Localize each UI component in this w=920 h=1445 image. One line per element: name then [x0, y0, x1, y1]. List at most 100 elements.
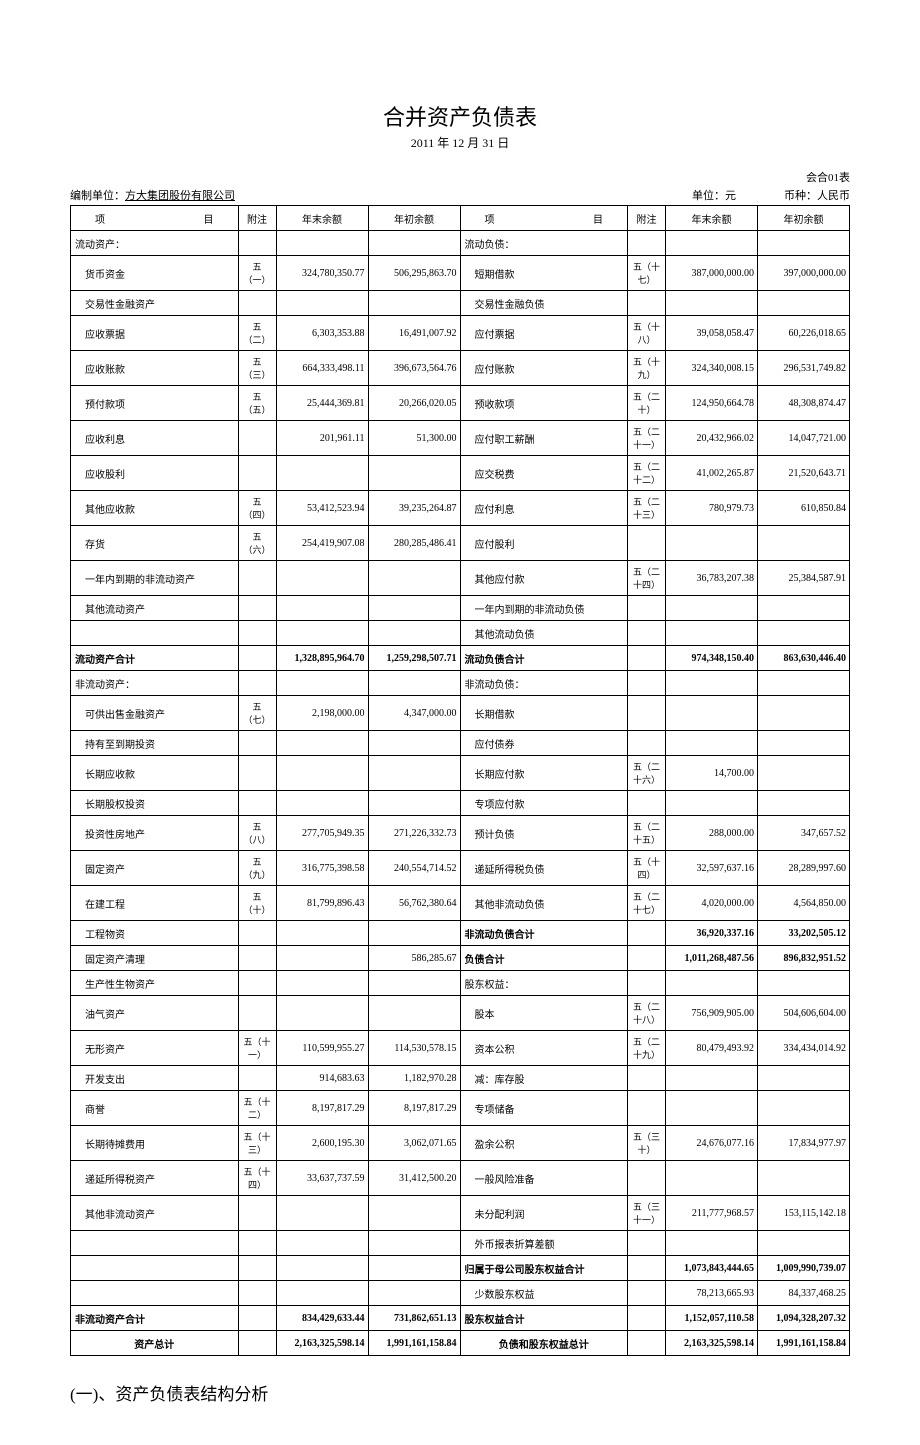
meta-block: 会合01表 编制单位：方大集团股份有限公司 单位：元 币种：人民币: [70, 169, 850, 203]
item-cell: 应收利息: [71, 421, 239, 456]
note-cell: [628, 526, 666, 561]
item-cell: [71, 1231, 239, 1256]
beg-cell: [758, 731, 850, 756]
table-row: 长期应收款长期应付款五（二十六）14,700.00: [71, 756, 850, 791]
note-cell: [238, 971, 276, 996]
beg-cell: [368, 291, 460, 316]
end-cell: [666, 1066, 758, 1091]
prepared-by: 编制单位：方大集团股份有限公司: [70, 187, 235, 203]
item-cell: 长期应付款: [460, 756, 628, 791]
balance-sheet-table: 项 目 附注 年末余额 年初余额 项 目 附注 年末余额 年初余额 流动资产：流…: [70, 205, 850, 1356]
end-cell: 914,683.63: [276, 1066, 368, 1091]
beg-cell: [368, 231, 460, 256]
item-cell: 长期应收款: [71, 756, 239, 791]
end-cell: 36,783,207.38: [666, 561, 758, 596]
end-cell: 974,348,150.40: [666, 646, 758, 671]
beg-cell: [368, 621, 460, 646]
note-cell: [238, 1196, 276, 1231]
beg-cell: 21,520,643.71: [758, 456, 850, 491]
end-cell: 316,775,398.58: [276, 851, 368, 886]
end-cell: [666, 526, 758, 561]
table-row: 应收票据五（二）6,303,353.8816,491,007.92应付票据五（十…: [71, 316, 850, 351]
beg-cell: [368, 1196, 460, 1231]
table-row: 外币报表折算差额: [71, 1231, 850, 1256]
end-cell: [666, 671, 758, 696]
note-cell: [238, 1331, 276, 1356]
end-cell: [276, 791, 368, 816]
end-cell: 201,961.11: [276, 421, 368, 456]
end-cell: 4,020,000.00: [666, 886, 758, 921]
table-row: 非流动资产合计834,429,633.44731,862,651.13股东权益合…: [71, 1306, 850, 1331]
th-end-l: 年末余额: [276, 206, 368, 231]
item-cell: 预收款项: [460, 386, 628, 421]
note-cell: [628, 1306, 666, 1331]
item-cell: 无形资产: [71, 1031, 239, 1066]
beg-cell: [758, 756, 850, 791]
item-cell: 应付股利: [460, 526, 628, 561]
item-cell: 短期借款: [460, 256, 628, 291]
note-cell: 五（二十）: [628, 386, 666, 421]
note-cell: [238, 731, 276, 756]
beg-cell: 334,434,014.92: [758, 1031, 850, 1066]
beg-cell: 863,630,446.40: [758, 646, 850, 671]
beg-cell: 396,673,564.76: [368, 351, 460, 386]
item-cell: 其他应付款: [460, 561, 628, 596]
note-cell: [238, 561, 276, 596]
beg-cell: [758, 1091, 850, 1126]
beg-cell: [758, 971, 850, 996]
item-cell: 应交税费: [460, 456, 628, 491]
item-cell: 投资性房地产: [71, 816, 239, 851]
beg-cell: 347,657.52: [758, 816, 850, 851]
note-cell: 五（十）: [238, 886, 276, 921]
table-row: 应收账款五（三）664,333,498.11396,673,564.76应付账款…: [71, 351, 850, 386]
end-cell: [276, 1231, 368, 1256]
beg-cell: 39,235,264.87: [368, 491, 460, 526]
note-cell: [628, 231, 666, 256]
note-cell: 五（二十一）: [628, 421, 666, 456]
end-cell: [276, 971, 368, 996]
item-cell: 预付款项: [71, 386, 239, 421]
beg-cell: [368, 1256, 460, 1281]
note-cell: 五（十七）: [628, 256, 666, 291]
beg-cell: [368, 791, 460, 816]
table-row: 可供出售金融资产五（七）2,198,000.004,347,000.00长期借款: [71, 696, 850, 731]
note-cell: [628, 1066, 666, 1091]
note-cell: [628, 971, 666, 996]
end-cell: 324,340,008.15: [666, 351, 758, 386]
end-cell: 33,637,737.59: [276, 1161, 368, 1196]
item-cell: 股东权益合计: [460, 1306, 628, 1331]
end-cell: 2,198,000.00: [276, 696, 368, 731]
beg-cell: [368, 671, 460, 696]
table-row: 预付款项五（五）25,444,369.8120,266,020.05预收款项五（…: [71, 386, 850, 421]
note-cell: [238, 1306, 276, 1331]
table-row: 固定资产清理586,285.67负债合计1,011,268,487.56896,…: [71, 946, 850, 971]
beg-cell: 610,850.84: [758, 491, 850, 526]
note-cell: [628, 596, 666, 621]
end-cell: 324,780,350.77: [276, 256, 368, 291]
note-cell: [628, 921, 666, 946]
item-cell: 油气资产: [71, 996, 239, 1031]
note-cell: 五（二）: [238, 316, 276, 351]
item-cell: 预计负债: [460, 816, 628, 851]
table-row: 无形资产五（十一）110,599,955.27114,530,578.15资本公…: [71, 1031, 850, 1066]
item-cell: 其他应收款: [71, 491, 239, 526]
end-cell: [276, 996, 368, 1031]
end-cell: 8,197,817.29: [276, 1091, 368, 1126]
end-cell: [276, 561, 368, 596]
note-cell: [628, 791, 666, 816]
beg-cell: 280,285,486.41: [368, 526, 460, 561]
end-cell: 834,429,633.44: [276, 1306, 368, 1331]
table-row: 应收股利应交税费五（二十二）41,002,265.8721,520,643.71: [71, 456, 850, 491]
beg-cell: 506,295,863.70: [368, 256, 460, 291]
item-cell: 长期借款: [460, 696, 628, 731]
note-cell: [238, 621, 276, 646]
end-cell: 110,599,955.27: [276, 1031, 368, 1066]
table-row: 流动资产合计1,328,895,964.701,259,298,507.71流动…: [71, 646, 850, 671]
note-cell: 五（二十九）: [628, 1031, 666, 1066]
beg-cell: [758, 231, 850, 256]
beg-cell: [758, 1066, 850, 1091]
beg-cell: 51,300.00: [368, 421, 460, 456]
unit-label: 单位：元: [692, 187, 736, 203]
item-cell: 一年内到期的非流动资产: [71, 561, 239, 596]
item-cell: 递延所得税资产: [71, 1161, 239, 1196]
